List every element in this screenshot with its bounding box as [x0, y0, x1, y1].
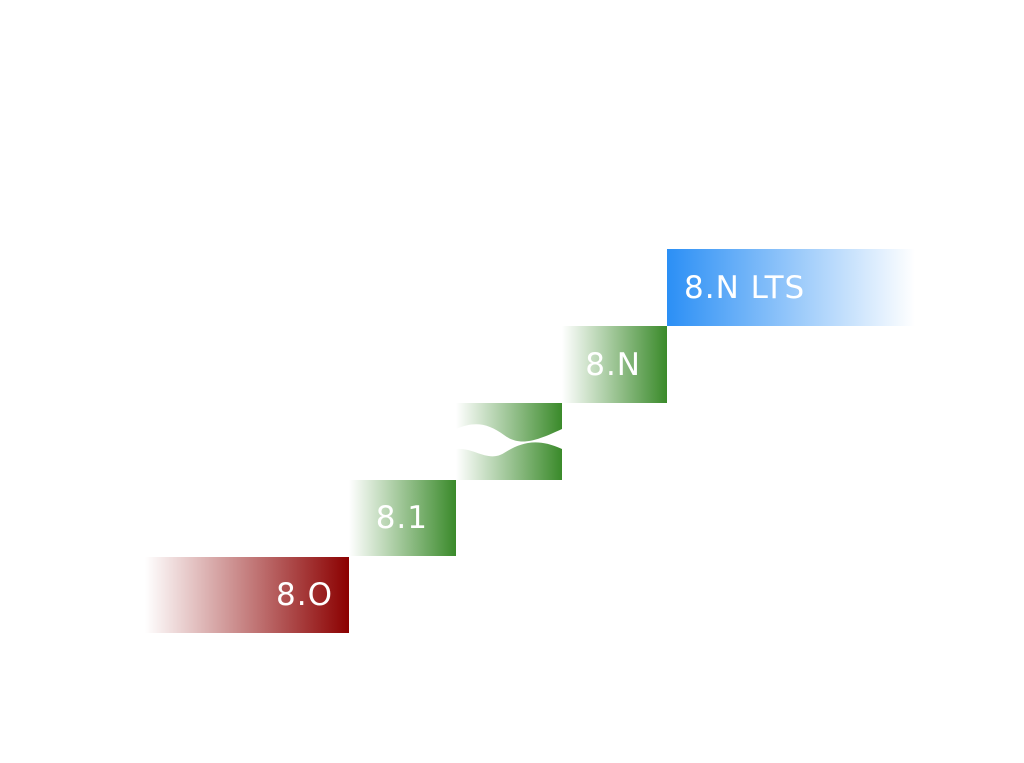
step-8-1-label: 8.1: [375, 500, 428, 536]
step-8-n: 8.N: [562, 326, 667, 403]
step-8-0-label: 8.O: [276, 577, 333, 613]
step-8-n-lts-label: 8.N LTS: [684, 269, 806, 306]
wavy-break-band: [456, 424, 562, 457]
step-8-n-label: 8.N: [585, 346, 641, 383]
step-8-0: 8.O: [145, 557, 349, 633]
wavy-break-icon: [456, 424, 562, 457]
step-gap: [456, 403, 562, 480]
step-8-n-lts: 8.N LTS: [667, 249, 915, 326]
step-8-1: 8.1: [349, 480, 456, 556]
